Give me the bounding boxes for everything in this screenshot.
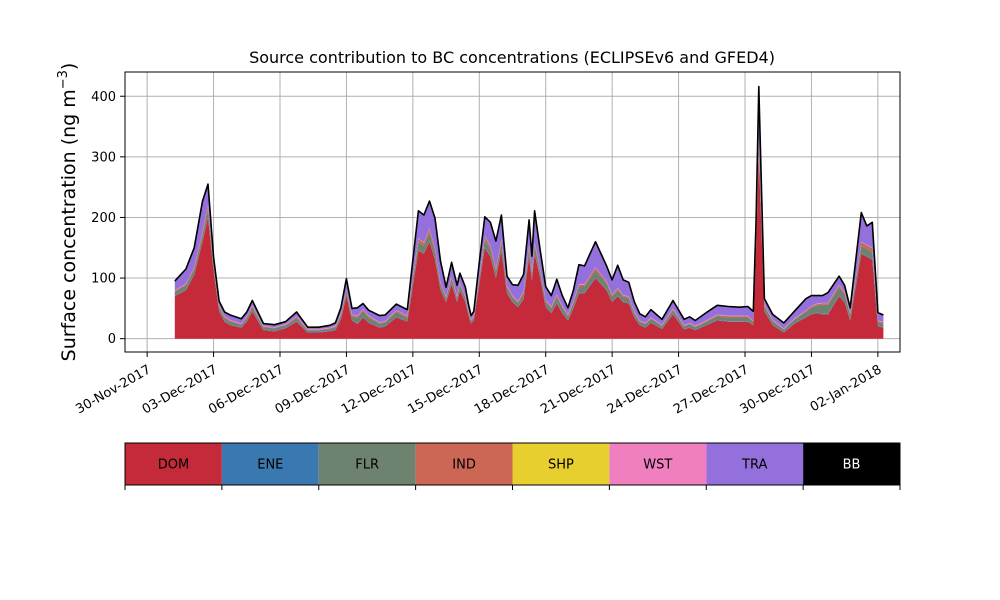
x-tick-label: 02-Jan-2018 <box>808 362 885 415</box>
area-flr <box>174 145 884 332</box>
y-tick-label: 100 <box>91 272 116 287</box>
x-tick-label: 30-Dec-2017 <box>738 362 818 417</box>
legend-swatch-wst <box>609 443 707 485</box>
legend-swatch-tra <box>706 443 804 485</box>
y-tick-label: 300 <box>91 150 116 165</box>
legend-swatch-flr <box>318 443 416 485</box>
total-line <box>174 85 884 328</box>
total-concentration-line <box>174 85 884 328</box>
legend-swatch-bb <box>803 443 900 485</box>
legend-swatch-ind <box>415 443 513 485</box>
y-tick-label: 200 <box>91 211 116 226</box>
plot-frame <box>124 71 901 353</box>
legend-label-dom: DOM <box>158 458 189 473</box>
legend-label-tra: TRA <box>741 458 767 473</box>
legend-swatch-ene <box>221 443 319 485</box>
stacked-areas <box>174 86 884 339</box>
legend-label-ene: ENE <box>257 458 283 473</box>
legend-swatch-shp <box>512 443 610 485</box>
chart-title: Source contribution to BC concentrations… <box>249 48 775 67</box>
y-axis: 0 100 200 300 400 <box>91 90 125 347</box>
legend-label-ind: IND <box>452 458 476 473</box>
x-axis: 30-Nov-201703-Dec-201706-Dec-201709-Dec-… <box>73 352 884 417</box>
legend-swatch-dom <box>125 443 222 485</box>
y-axis-label-close: ) <box>58 63 80 70</box>
y-axis-label: Surface concentration (ng m−3) <box>56 63 80 362</box>
legend-label-bb: BB <box>843 458 861 473</box>
area-dom <box>174 156 884 339</box>
legend-label-wst: WST <box>643 458 672 473</box>
y-axis-label-text: Surface concentration (ng m <box>58 89 80 361</box>
legend-label-flr: FLR <box>355 458 379 473</box>
y-tick-label: 0 <box>108 332 116 347</box>
y-tick-label: 400 <box>91 90 116 105</box>
legend-label-shp: SHP <box>548 458 574 473</box>
area-tra <box>174 86 884 329</box>
legend-colorbar: DOM ENE FLR IND SHP WST TRA BB <box>124 442 901 490</box>
y-axis-label-exponent: −3 <box>56 70 71 89</box>
